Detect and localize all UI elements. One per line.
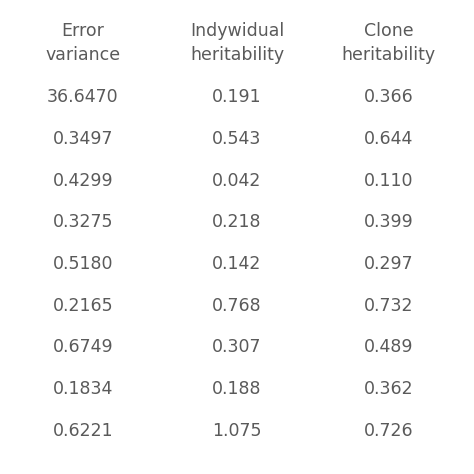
Text: 0.5180: 0.5180 — [53, 255, 113, 273]
Text: 0.1834: 0.1834 — [53, 380, 113, 398]
Text: 0.307: 0.307 — [212, 338, 262, 356]
Text: 0.218: 0.218 — [212, 213, 262, 231]
Text: 0.366: 0.366 — [364, 88, 413, 106]
Text: 1.075: 1.075 — [212, 422, 262, 440]
Text: Clone: Clone — [364, 22, 413, 40]
Text: 0.297: 0.297 — [364, 255, 413, 273]
Text: 0.399: 0.399 — [364, 213, 413, 231]
Text: 0.142: 0.142 — [212, 255, 262, 273]
Text: 0.042: 0.042 — [212, 172, 262, 190]
Text: 0.4299: 0.4299 — [53, 172, 113, 190]
Text: 0.732: 0.732 — [364, 297, 413, 315]
Text: 0.726: 0.726 — [364, 422, 413, 440]
Text: 0.191: 0.191 — [212, 88, 262, 106]
Text: 0.362: 0.362 — [364, 380, 413, 398]
Text: 0.489: 0.489 — [364, 338, 413, 356]
Text: Error: Error — [62, 22, 104, 40]
Text: 0.110: 0.110 — [364, 172, 413, 190]
Text: 0.2165: 0.2165 — [53, 297, 113, 315]
Text: Indywidual: Indywidual — [190, 22, 284, 40]
Text: 0.6221: 0.6221 — [53, 422, 113, 440]
Text: 0.188: 0.188 — [212, 380, 262, 398]
Text: 36.6470: 36.6470 — [47, 88, 119, 106]
Text: heritability: heritability — [190, 46, 284, 64]
Text: 0.6749: 0.6749 — [53, 338, 113, 356]
Text: 0.3497: 0.3497 — [53, 130, 113, 148]
Text: 0.543: 0.543 — [212, 130, 262, 148]
Text: 0.768: 0.768 — [212, 297, 262, 315]
Text: heritability: heritability — [342, 46, 436, 64]
Text: 0.3275: 0.3275 — [53, 213, 113, 231]
Text: 0.644: 0.644 — [364, 130, 413, 148]
Text: variance: variance — [46, 46, 120, 64]
